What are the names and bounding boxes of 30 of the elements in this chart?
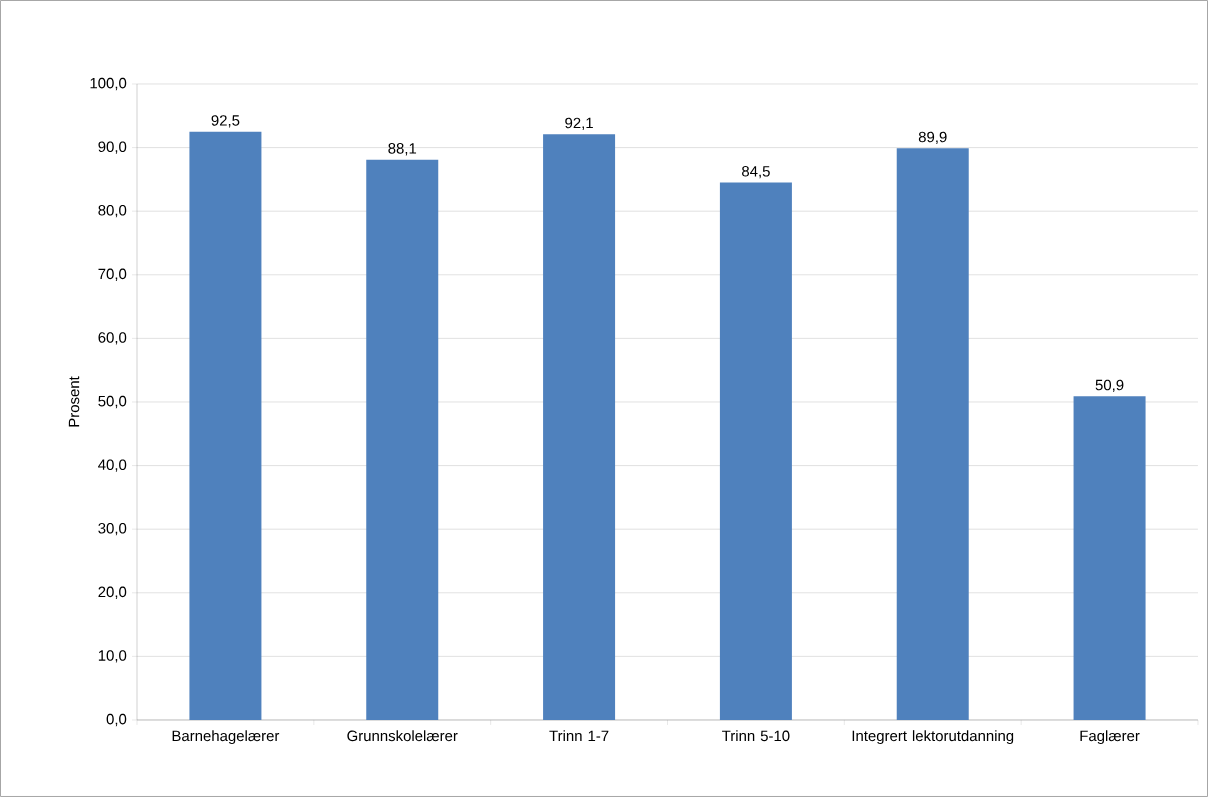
bar: [896, 148, 969, 720]
x-tick-label: Integrert lektorutdanning: [852, 730, 1014, 745]
bar: [1073, 396, 1146, 720]
y-tick-label: 30,0: [98, 523, 127, 536]
y-tick-label: 0,0: [106, 713, 127, 727]
data-label: 84,5: [742, 166, 770, 179]
y-tick-label: 60,0: [98, 332, 127, 345]
y-tick-label: 70,0: [98, 268, 127, 281]
y-tick-label: 90,0: [98, 141, 127, 154]
x-tick-label: Faglærer: [1080, 730, 1140, 745]
bar: [366, 159, 439, 720]
x-tick-label: Barnehagelærer: [172, 730, 280, 745]
x-tick-label: Trinn 1-7: [549, 730, 609, 741]
data-label: 92,5: [211, 115, 240, 128]
y-axis-title: Prosent: [68, 376, 80, 427]
y-tick-label: 40,0: [98, 459, 127, 472]
y-tick-label: 80,0: [98, 205, 127, 218]
x-tick-label: Trinn 5-10: [722, 730, 790, 742]
y-tick-label: 10,0: [98, 650, 127, 663]
bar: [719, 182, 792, 720]
data-label: 92,1: [565, 117, 593, 131]
bar: [543, 134, 616, 720]
y-tick-label: 50,0: [98, 395, 127, 409]
x-tick-label: Grunnskolelærer: [347, 730, 458, 742]
bar: [189, 131, 262, 720]
data-label: 88,1: [388, 143, 417, 156]
y-tick-label: 20,0: [98, 586, 127, 599]
y-tick-label: 100,0: [90, 77, 127, 91]
data-label: 89,9: [918, 131, 947, 145]
data-label: 50,9: [1095, 379, 1124, 393]
